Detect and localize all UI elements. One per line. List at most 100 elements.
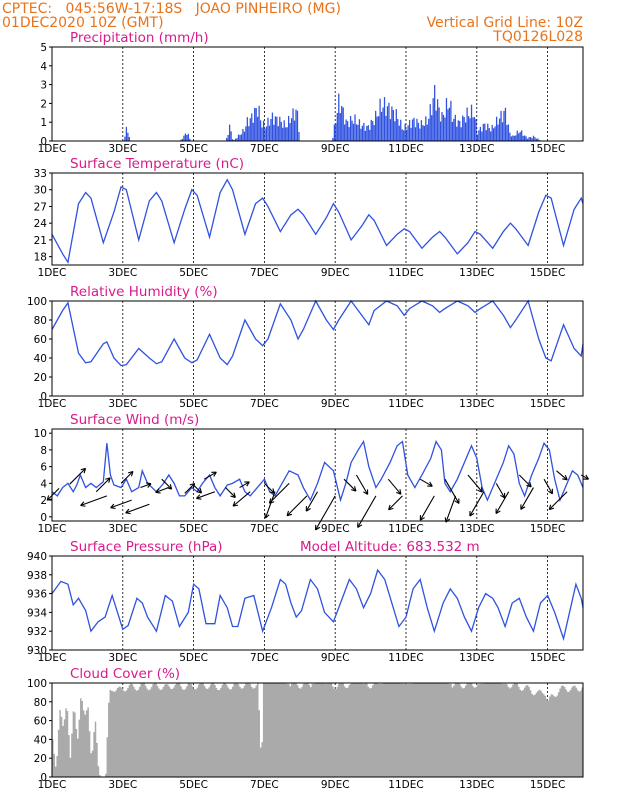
panel-precipitation: Precipitation (mm/h) 1DEC 3DEC 5DEC 7DEC 9DE… (38, 30, 584, 155)
precip-bar (230, 131, 232, 141)
precip-bar (450, 100, 452, 141)
precip-y-tick-label: 3 (40, 80, 47, 92)
precip-x-tick-label: 3DEC (108, 143, 137, 155)
precip-bar (254, 107, 256, 141)
precip-bar (475, 119, 477, 141)
panel-wind: Surface Wind (m/s) 1DEC 3DEC 5DEC 7DEC 9DEC 1… (34, 412, 589, 535)
precip-bar (435, 110, 437, 141)
precip-bar (379, 98, 381, 141)
precip-bar (251, 113, 253, 141)
precip-bar (401, 129, 403, 141)
precip-bar (400, 119, 402, 141)
precip-bar (264, 128, 266, 141)
precip-bar (229, 124, 231, 141)
wind-series-line (51, 439, 584, 503)
wind-x-tick-label: 13DEC (459, 523, 494, 535)
wind-axis-labels: 1DEC 3DEC 5DEC 7DEC 9DEC 11DEC 13DEC 15DEC 0 2 4 6 8… (34, 428, 566, 535)
wind-arrow (444, 495, 457, 523)
precip-bar (451, 121, 453, 141)
rh-x-tick-label: 15DEC (530, 398, 565, 410)
temp-y-tick-label: 24 (34, 218, 48, 230)
precip-bar (361, 125, 364, 141)
pressure-grid (52, 555, 583, 650)
precip-x-tick-label: 7DEC (250, 143, 279, 155)
precip-bar (436, 99, 439, 141)
precip-y-tick-label: 5 (40, 42, 47, 54)
pressure-x-tick-label: 1DEC (38, 652, 67, 664)
wind-arrow (110, 499, 132, 510)
header-station: CPTEC: 045:56W-17:18S JOAO PINHEIRO (MG) (2, 1, 341, 17)
precip-bar (493, 128, 495, 141)
wind-arrow (518, 474, 532, 488)
wind-arrow (225, 487, 236, 498)
precip-bar (293, 120, 296, 141)
precip-bar (462, 115, 464, 141)
precip-bar (394, 121, 396, 141)
temp-frame (51, 172, 584, 266)
precip-bar (473, 117, 476, 141)
precip-bar (189, 138, 191, 141)
precip-bar (295, 109, 297, 141)
precip-bars (124, 84, 541, 141)
precip-bar (495, 116, 498, 141)
temp-y-tick-label: 27 (34, 201, 47, 213)
wind-arrow (495, 483, 506, 499)
cloud-x-tick-label: 9DEC (321, 779, 350, 791)
wind-arrow (120, 470, 134, 484)
rh-x-tick-label: 1DEC (38, 398, 67, 410)
precip-x-tick-label: 5DEC (179, 143, 208, 155)
temp-x-tick-label: 3DEC (108, 267, 137, 279)
cloud-cover-area (52, 683, 583, 777)
precip-bar (344, 124, 346, 141)
temp-marks (51, 178, 584, 264)
precip-axis-labels: 1DEC 3DEC 5DEC 7DEC 9DEC 11DEC 13DEC 15DEC 0 1 2 3 4… (38, 42, 566, 155)
precip-x-tick-label: 13DEC (459, 143, 494, 155)
wind-arrow (419, 495, 435, 521)
rh-axis-labels: 1DEC 3DEC 5DEC 7DEC 9DEC 11DEC 13DEC 15DEC 0 20 40… (27, 296, 565, 410)
precip-bar (504, 107, 507, 141)
wind-arrow (444, 478, 460, 504)
precip-bar (518, 133, 520, 141)
precip-bar (248, 126, 250, 141)
precip-bar (377, 116, 380, 141)
wind-arrow (46, 487, 60, 501)
precip-bar (276, 116, 278, 141)
precip-bar (355, 124, 358, 141)
precip-bar (456, 126, 458, 141)
wind-x-tick-label: 11DEC (388, 523, 423, 535)
precip-bar (482, 123, 484, 141)
precip-bar (373, 125, 375, 141)
precip-bar (497, 124, 499, 141)
precip-bar (501, 122, 504, 141)
precip-bar (339, 113, 341, 141)
rh-y-tick-label: 40 (34, 353, 47, 365)
pressure-y-tick-label: 940 (27, 551, 47, 563)
cloud-axis-labels: 1DEC 3DEC 5DEC 7DEC 9DEC 11DEC 13DEC 15DEC 0 20 40… (27, 678, 565, 791)
wind-arrow (268, 482, 290, 504)
wind-y-tick-label: 8 (40, 445, 47, 457)
precip-bar (286, 127, 288, 141)
precip-bar (469, 118, 471, 141)
precip-bar (233, 139, 235, 141)
temp-y-tick-label: 21 (34, 235, 47, 247)
precip-bar (347, 121, 349, 141)
precip-title: Precipitation (mm/h) (70, 30, 209, 46)
precip-bar (249, 118, 251, 141)
precip-bar (257, 116, 259, 141)
precip-bar (503, 110, 505, 141)
precip-bar (528, 137, 530, 141)
panel-temperature: Surface Temperature (nC) 1DEC 3DEC 5DEC 7DE… (34, 156, 584, 279)
precip-bar (434, 84, 436, 141)
precip-bar (467, 116, 470, 141)
precip-bar (357, 124, 359, 141)
precip-bar (407, 125, 409, 141)
rh-x-tick-label: 9DEC (321, 398, 350, 410)
precip-y-tick-label: 0 (40, 136, 47, 148)
precip-bar (336, 112, 338, 141)
cloud-y-tick-label: 80 (34, 697, 47, 709)
precip-bar (267, 117, 269, 141)
precip-bar (438, 107, 440, 141)
precip-bar (397, 118, 399, 141)
cloud-area (52, 683, 583, 777)
rh-series-line (51, 299, 584, 367)
